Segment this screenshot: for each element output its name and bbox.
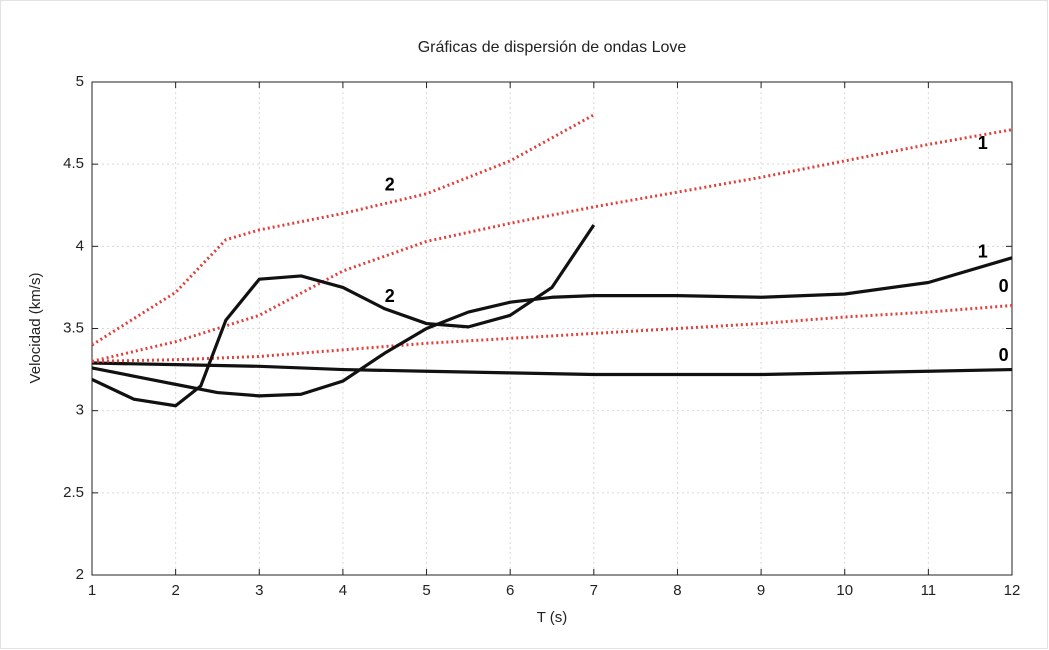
y-tick-label: 5: [76, 73, 84, 90]
x-tick-label: 2: [171, 582, 179, 599]
series-line: [91, 303, 1013, 363]
y-tick-label: 4: [76, 237, 84, 254]
y-tick-label: 2: [76, 566, 84, 583]
x-tick-label: 7: [590, 582, 598, 599]
annotation: 2: [385, 286, 395, 306]
annotation: 1: [978, 242, 988, 262]
y-tick-label: 3: [76, 402, 84, 419]
annotation: 1: [978, 133, 988, 153]
series-line: [91, 256, 1013, 398]
x-tick-label: 10: [836, 582, 853, 599]
annotation: 0: [999, 345, 1009, 365]
x-tick-label: 9: [757, 582, 765, 599]
plot-box: [91, 81, 1013, 576]
x-tick-label: 4: [339, 582, 347, 599]
series-line: [91, 128, 1013, 363]
x-tick-label: 5: [422, 582, 430, 599]
x-axis-label: T (s): [537, 609, 568, 626]
series-line: [91, 113, 595, 347]
x-tick-label: 8: [673, 582, 681, 599]
series-line: [91, 224, 596, 408]
annotation: 0: [999, 276, 1009, 296]
x-tick-label: 12: [1004, 582, 1021, 599]
series-line: [91, 361, 1013, 377]
y-tick-label: 4.5: [63, 155, 84, 172]
x-tick-label: 11: [921, 582, 937, 599]
annotation: 2: [385, 174, 395, 194]
x-tick-label: 3: [255, 582, 263, 599]
y-axis-label: Velocidad (km/s): [27, 273, 44, 384]
chart-title: Gráficas de dispersión de ondas Love: [418, 39, 687, 56]
y-tick-label: 2.5: [63, 484, 84, 501]
y-tick-label: 3.5: [63, 319, 84, 336]
x-tick-label: 1: [88, 582, 96, 599]
x-tick-label: 6: [506, 582, 514, 599]
